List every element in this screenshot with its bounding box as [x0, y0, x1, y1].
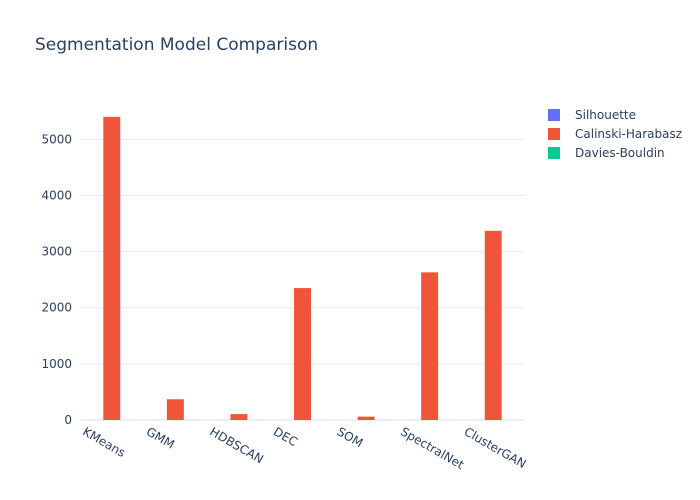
- bar[interactable]: [166, 399, 184, 420]
- x-tick-label: SpectralNet: [398, 424, 466, 472]
- x-tick-label: GMM: [144, 424, 177, 451]
- legend-swatch: [548, 128, 560, 140]
- legend-item[interactable]: Davies-Bouldin: [548, 146, 665, 160]
- bar[interactable]: [103, 116, 121, 420]
- x-tick-label: KMeans: [80, 424, 128, 460]
- x-tick-label: ClusterGAN: [462, 424, 529, 471]
- bars: [86, 116, 519, 420]
- y-tick-label: 0: [64, 413, 72, 427]
- legend-label: Davies-Bouldin: [575, 146, 665, 160]
- y-tick-label: 4000: [41, 188, 72, 202]
- legend-label: Silhouette: [575, 108, 636, 122]
- bar[interactable]: [421, 272, 439, 420]
- y-tick-label: 5000: [41, 132, 72, 146]
- legend-item[interactable]: Calinski-Harabasz: [548, 127, 682, 141]
- legend[interactable]: Silhouette Calinski-Harabasz Davies-Bouldi…: [548, 108, 682, 160]
- y-tick-label: 1000: [41, 357, 72, 371]
- legend-item[interactable]: Silhouette: [548, 108, 636, 122]
- y-tick-label: 3000: [41, 245, 72, 259]
- legend-swatch: [548, 147, 560, 159]
- legend-label: Calinski-Harabasz: [575, 127, 682, 141]
- bar[interactable]: [357, 416, 375, 420]
- x-tick-label: HDBSCAN: [207, 424, 266, 466]
- x-tick-label: SOM: [335, 424, 366, 450]
- bar[interactable]: [484, 230, 502, 420]
- y-axis: 0 1000 2000 3000 4000 5000: [41, 132, 72, 427]
- x-axis: KMeans GMM HDBSCAN DEC SOM SpectralNetCluster…: [80, 424, 528, 472]
- chart-title: Segmentation Model Comparison: [35, 35, 318, 55]
- x-tick-label: DEC: [271, 424, 300, 449]
- bar[interactable]: [230, 414, 248, 420]
- bar[interactable]: [294, 288, 311, 420]
- legend-swatch: [548, 109, 560, 121]
- y-tick-label: 2000: [41, 301, 72, 315]
